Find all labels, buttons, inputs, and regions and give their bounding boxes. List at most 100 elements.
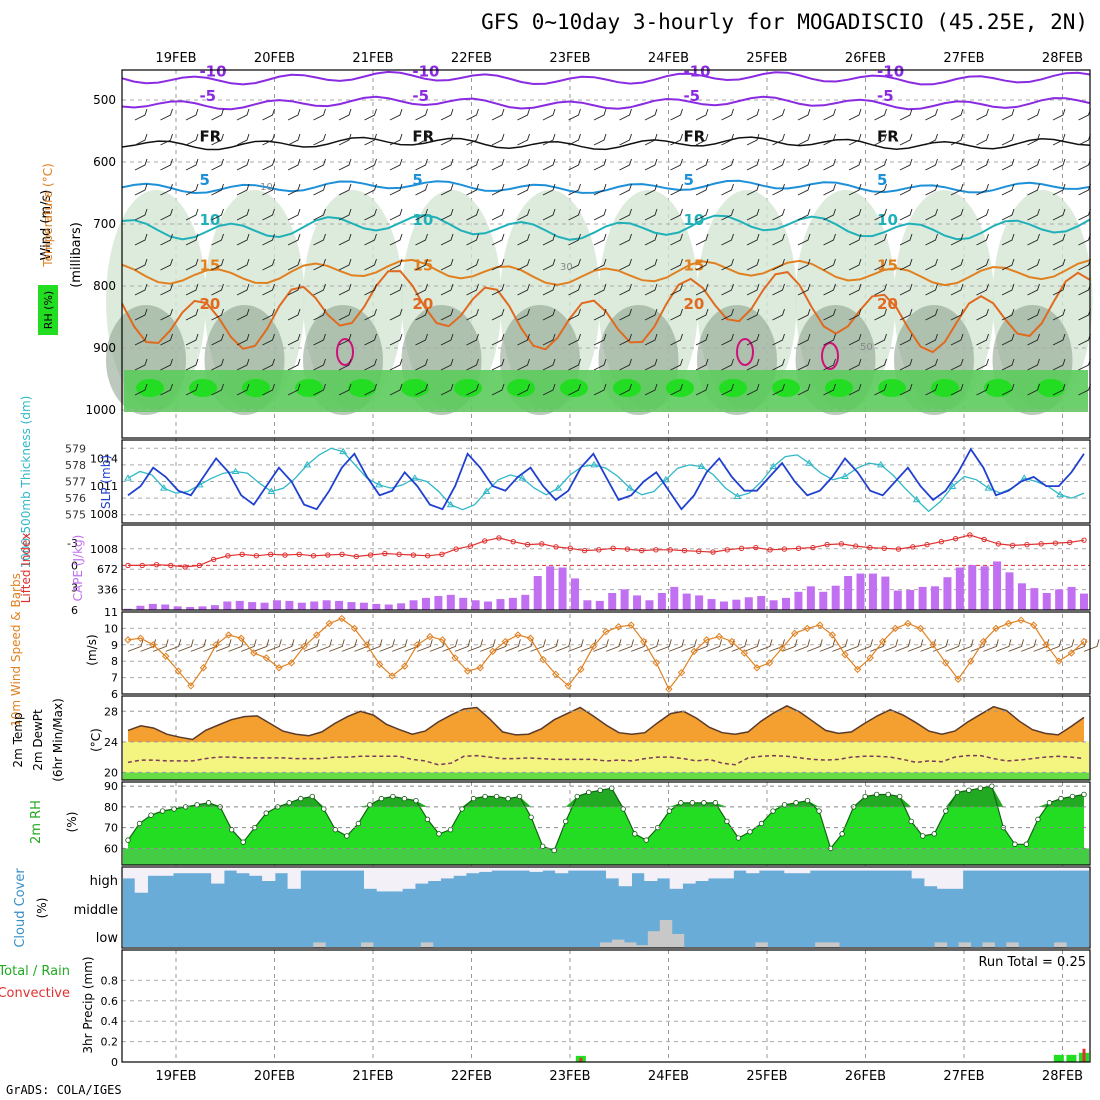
- axis-label-temperature: Temperature (°C): [41, 163, 55, 268]
- rh-marker: [666, 808, 673, 814]
- rh-marker: [528, 814, 534, 820]
- wind-barb: [848, 158, 862, 171]
- wind-barb: [313, 208, 326, 221]
- wind-barb: [848, 108, 862, 121]
- wind-barb: [491, 358, 505, 371]
- surface-wind-barb: [568, 639, 584, 652]
- cloud-level-high: high: [90, 874, 118, 889]
- wind-barb: [568, 383, 581, 396]
- cape-bar: [769, 600, 778, 610]
- cape-bar: [272, 600, 281, 610]
- thickness-marker: [375, 480, 383, 488]
- wind-barb: [491, 308, 505, 321]
- wind-barb: [593, 233, 607, 246]
- axis-label-minmax: (6hr Min/Max): [51, 698, 65, 782]
- rh-shade-bright: [1037, 379, 1065, 397]
- axis-label-cape: CAPE (J/kg): [71, 535, 85, 602]
- li-marker: [467, 543, 474, 549]
- wind-barb: [670, 233, 683, 246]
- axis-label-wind10m: 10m Wind Speed & Barbs: [9, 573, 23, 727]
- cape-bar: [446, 594, 455, 610]
- wind-barb: [1052, 383, 1066, 396]
- cape-bar: [980, 566, 989, 610]
- wind-barb: [899, 258, 913, 271]
- surface-wind-barb: [1020, 639, 1037, 652]
- thickness-marker: [303, 460, 312, 468]
- wind-barb: [415, 383, 428, 396]
- rh-marker: [148, 812, 154, 818]
- wind-barb: [874, 358, 887, 371]
- rh-marker: [1035, 816, 1041, 823]
- cape-bar: [372, 603, 381, 610]
- wind-barb: [1001, 108, 1015, 121]
- axis-label-cloud: Cloud Cover: [13, 868, 28, 948]
- wind-barb: [619, 258, 632, 271]
- wind-barb: [262, 183, 275, 196]
- rh-marker: [701, 800, 707, 806]
- wind-barb: [542, 108, 556, 121]
- panel-frame-rh: [121, 781, 1091, 866]
- wind-barb: [517, 333, 530, 346]
- wind-barb: [721, 283, 734, 296]
- wind-speed-marker: [765, 659, 774, 667]
- wind-barb: [746, 258, 760, 271]
- wind-speed-marker: [627, 621, 635, 629]
- axis-label-convective: Convective: [0, 986, 70, 1001]
- li-marker: [995, 541, 1002, 547]
- wind-barb: [542, 283, 556, 296]
- axis-label-wind-unit: (m/s): [85, 634, 99, 665]
- wind-tick: 11: [104, 606, 118, 619]
- surface-wind-barb: [316, 639, 333, 652]
- wind-barb: [848, 333, 862, 346]
- magenta-contour: [821, 342, 839, 370]
- isotherm-label: -10: [199, 62, 226, 80]
- wind-barb: [415, 308, 428, 321]
- wind-barb: [466, 208, 479, 221]
- wind-barb: [1001, 383, 1015, 396]
- wind-barb: [670, 358, 683, 371]
- wind-barb: [134, 283, 148, 296]
- rh-shade-bright: [666, 379, 694, 397]
- rh-marker: [1023, 841, 1030, 847]
- thickness-series: [127, 447, 1085, 513]
- rh-marker: [781, 802, 788, 808]
- isotherm-label: 15: [877, 256, 898, 274]
- wind-barb: [772, 208, 785, 221]
- wind-barb: [160, 358, 173, 371]
- cape-bar: [918, 586, 927, 610]
- wind-barb: [644, 258, 658, 271]
- li-tick: 3: [71, 582, 78, 595]
- cloud-high-gap: [1039, 868, 1053, 871]
- wind-barb: [389, 108, 403, 121]
- wind-barb: [466, 333, 479, 346]
- wind-barb: [976, 358, 989, 371]
- wind-barb: [593, 258, 607, 271]
- surface-wind-barb: [190, 639, 207, 652]
- wind-speed-marker: [224, 631, 233, 639]
- cape-bar: [757, 596, 766, 610]
- axis-label-thickness: 1000-500mb Thickness (dm): [19, 396, 33, 569]
- cloud-low-gap: [815, 942, 828, 948]
- wind-barb: [389, 283, 403, 296]
- wind-barb: [491, 283, 505, 296]
- wind-barb: [950, 208, 964, 221]
- wind-speed-marker: [828, 631, 837, 639]
- wind-speed-marker: [438, 636, 447, 644]
- rh-marker: [793, 800, 799, 806]
- wind-speed-marker: [124, 636, 132, 644]
- wind-barb: [389, 333, 403, 346]
- thickness-marker: [1056, 490, 1064, 498]
- surface-wind-barb: [379, 639, 396, 652]
- wind-speed-marker: [300, 642, 308, 651]
- wind-speed-marker: [790, 629, 799, 638]
- wind-barb: [364, 308, 377, 321]
- thickness-marker: [482, 487, 491, 494]
- panel-frame-cape: [121, 524, 1091, 611]
- li-marker: [581, 547, 588, 554]
- wind-barb: [848, 358, 862, 371]
- precip-total-bar: [1066, 1054, 1077, 1062]
- cloud-high-gap: [389, 868, 403, 892]
- wind-barb: [236, 233, 250, 246]
- wind-barb: [619, 383, 632, 396]
- wind-barb: [389, 383, 403, 396]
